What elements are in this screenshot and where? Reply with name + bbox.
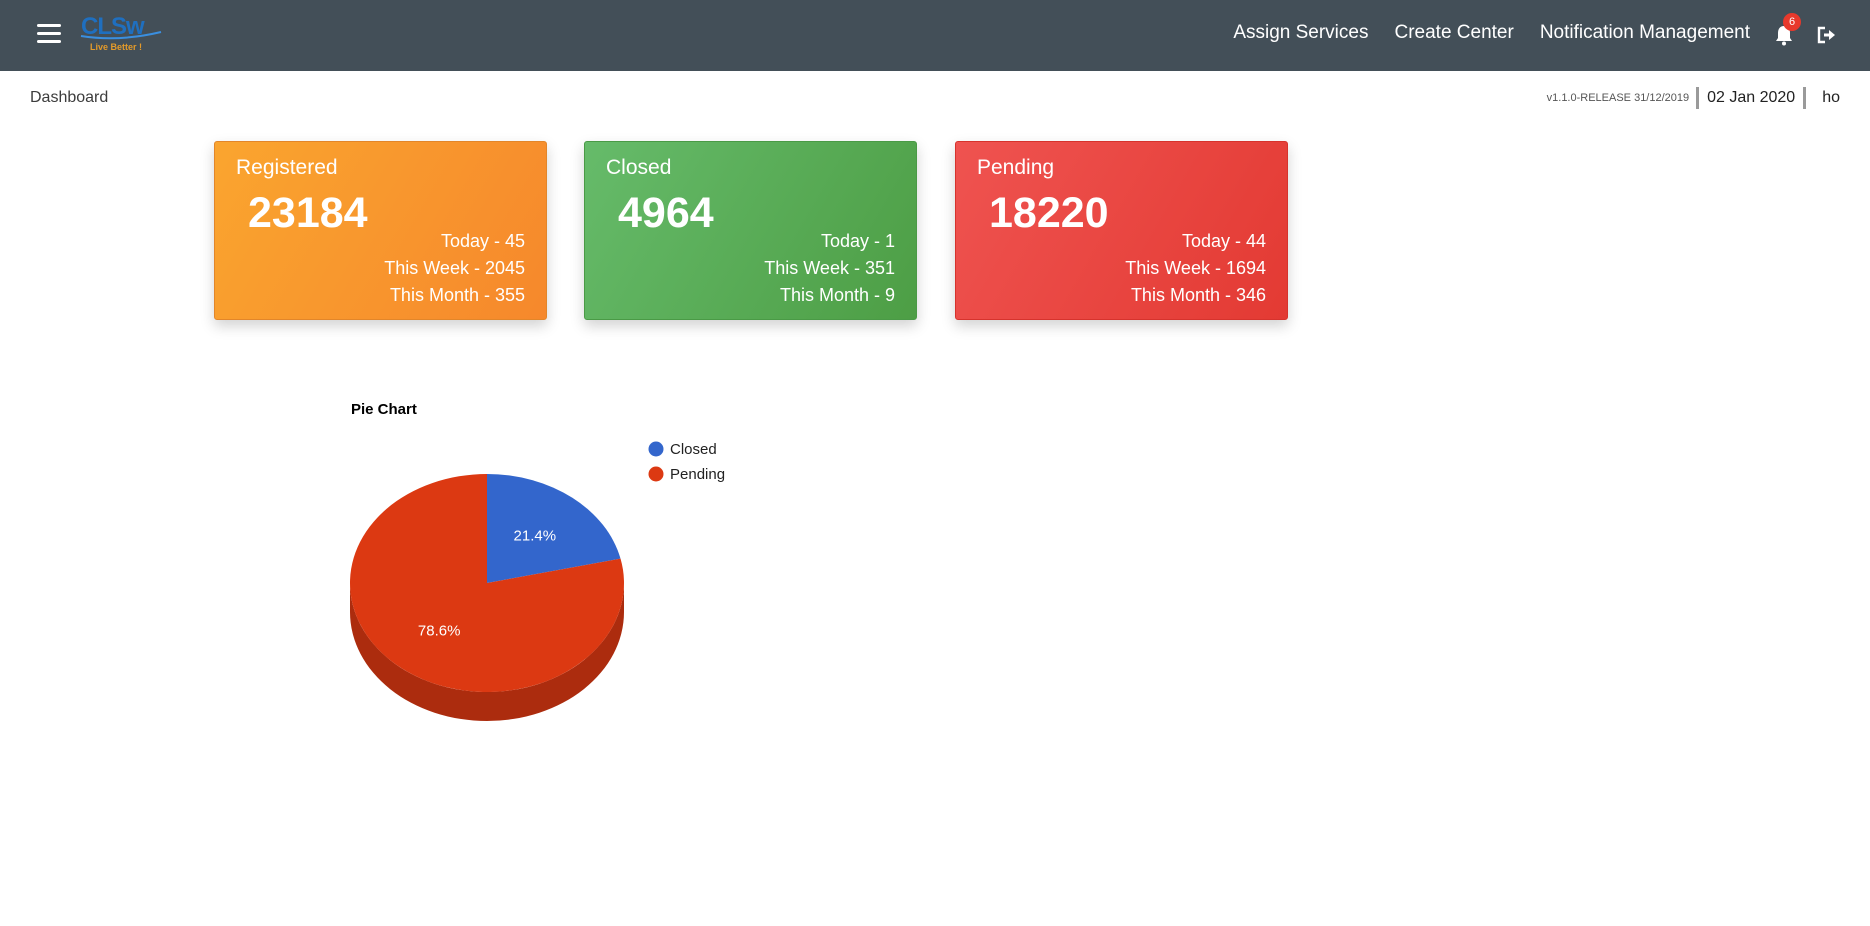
logo-tagline: Live Better !: [90, 42, 143, 52]
card-count: 18220: [989, 189, 1109, 237]
pie-slice-pending[interactable]: [349, 474, 624, 692]
legend-marker: [648, 441, 664, 457]
chart-legend: Closed Pending: [648, 441, 725, 483]
legend-label[interactable]: Closed: [670, 441, 717, 458]
pie-slice-closed[interactable]: [487, 474, 621, 583]
card-stats: Today - 1 This Week - 351 This Month - 9: [764, 228, 895, 309]
pie-slice-label: 78.6%: [418, 623, 461, 640]
card-stats: Today - 45 This Week - 2045 This Month -…: [384, 228, 525, 309]
menu-icon[interactable]: [37, 24, 61, 44]
legend-marker: [648, 466, 664, 482]
pie-depth: [350, 583, 624, 721]
svg-text:CLSw: CLSw: [81, 13, 145, 40]
pie-chart-panel: Pie Chart 21.4% 78.6% Closed Pending: [340, 390, 760, 750]
sub-header: Dashboard v1.1.0-RELEASE 31/12/2019 02 J…: [0, 71, 1870, 127]
card-count: 4964: [618, 189, 714, 237]
card-count: 23184: [248, 189, 368, 237]
app-logo[interactable]: CLSw Live Better !: [79, 12, 165, 54]
top-navbar: CLSw Live Better ! Assign Services Creat…: [0, 0, 1870, 71]
pie-labels: 21.4% 78.6%: [418, 527, 556, 639]
user-name[interactable]: ho: [1822, 89, 1840, 106]
nav-assign-services[interactable]: Assign Services: [1233, 22, 1369, 43]
breadcrumb: Dashboard: [30, 89, 109, 106]
chart-title: Pie Chart: [351, 401, 417, 418]
legend-label[interactable]: Pending: [670, 466, 725, 483]
meta-info: v1.1.0-RELEASE 31/12/2019 02 Jan 2020 ho: [1547, 87, 1840, 109]
card-month: This Month - 346: [1130, 285, 1266, 305]
pie-slice-label: 21.4%: [514, 527, 557, 544]
pie-slice-side-pending: [350, 583, 624, 721]
card-week: This Week - 351: [764, 258, 895, 278]
pending-card[interactable]: Pending 18220 Today - 44 This Week - 169…: [955, 141, 1288, 320]
notification-badge: 6: [1783, 13, 1801, 31]
card-today: Today - 44: [1181, 231, 1266, 251]
card-month: This Month - 355: [389, 285, 525, 305]
top-nav-links: Assign Services Create Center Notificati…: [1233, 22, 1750, 44]
pie-chart: Pie Chart 21.4% 78.6% Closed Pending: [349, 401, 725, 721]
card-stats: Today - 44 This Week - 1694 This Month -…: [1125, 228, 1266, 309]
card-week: This Week - 2045: [384, 258, 525, 278]
logo-mark: CLSw: [80, 13, 162, 40]
current-date: 02 Jan 2020: [1699, 87, 1807, 109]
nav-create-center[interactable]: Create Center: [1394, 22, 1514, 43]
card-month: This Month - 9: [779, 285, 895, 305]
card-today: Today - 45: [440, 231, 525, 251]
card-today: Today - 1: [820, 231, 895, 251]
card-label: Pending: [977, 156, 1055, 179]
version-label: v1.1.0-RELEASE 31/12/2019: [1547, 87, 1700, 109]
nav-notification-management[interactable]: Notification Management: [1539, 22, 1750, 43]
card-label: Closed: [606, 156, 672, 179]
logout-icon[interactable]: [1816, 25, 1837, 45]
registered-card[interactable]: Registered 23184 Today - 45 This Week - …: [214, 141, 547, 320]
card-week: This Week - 1694: [1125, 258, 1266, 278]
closed-card[interactable]: Closed 4964 Today - 1 This Week - 351 Th…: [584, 141, 917, 320]
pie-top: [349, 474, 624, 692]
card-label: Registered: [236, 156, 338, 179]
